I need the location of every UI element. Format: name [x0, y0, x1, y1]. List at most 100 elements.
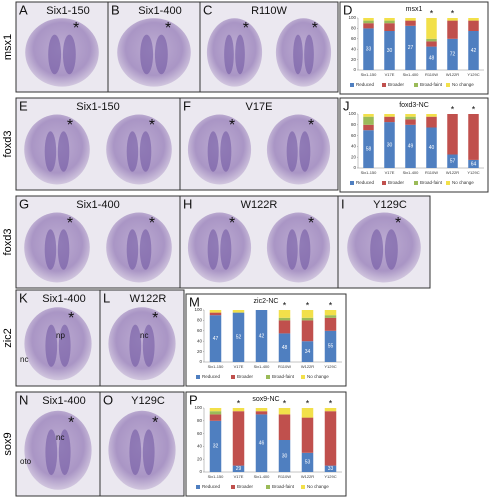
marker: * — [149, 117, 155, 134]
y-tick-label: 100 — [194, 307, 202, 312]
y-tick-label: 80 — [197, 318, 203, 323]
y-tick-label: 100 — [194, 405, 202, 410]
sample-size: 49 — [408, 144, 414, 150]
bar-segment — [278, 414, 291, 440]
panel-title: Y129C — [373, 199, 407, 211]
panel-letter: A — [19, 2, 28, 17]
x-tick-label: Y129C — [467, 72, 479, 77]
stain — [126, 229, 139, 270]
bar-segment — [468, 18, 479, 21]
panel-letter: F — [183, 98, 191, 113]
stain — [129, 324, 142, 367]
bar-segment — [468, 31, 479, 70]
stain — [235, 34, 245, 75]
marker: * — [312, 20, 318, 37]
stain — [299, 229, 311, 270]
stain — [140, 34, 154, 75]
sample-size: 29 — [236, 466, 242, 472]
legend-swatch — [350, 83, 354, 87]
embryo — [24, 114, 90, 185]
y-tick-label: 0 — [199, 359, 202, 364]
bar-segment — [468, 20, 479, 31]
bar-segment — [384, 20, 395, 24]
legend-swatch — [414, 83, 418, 87]
legend-label: Broad-faint — [272, 484, 295, 489]
chart-title: zic2-NC — [254, 298, 279, 305]
embryo — [108, 410, 176, 490]
y-tick-label: 40 — [197, 338, 203, 343]
panel-title: Six1-400 — [76, 199, 119, 211]
bar-segment — [232, 312, 245, 362]
legend-swatch — [196, 375, 200, 379]
panel-title: W122R — [241, 199, 278, 211]
bar-segment — [324, 315, 337, 318]
legend-label: No change — [452, 82, 474, 87]
bar-segment — [255, 310, 268, 362]
x-tick-label: W122R — [301, 364, 314, 369]
chart-title: msx1 — [406, 6, 423, 13]
y-tick-label: 60 — [351, 36, 357, 41]
legend-swatch — [446, 181, 450, 185]
embryo — [266, 114, 331, 185]
sample-size: 30 — [387, 48, 393, 54]
panel-title: V17E — [246, 101, 273, 113]
bar-segment — [301, 408, 314, 418]
bar-segment — [426, 41, 437, 47]
legend-swatch — [196, 485, 200, 489]
x-tick-label: V17E — [234, 364, 244, 369]
panel-letter: H — [183, 196, 192, 211]
bar-segment — [324, 411, 337, 466]
marker: * — [308, 117, 314, 134]
embryo — [187, 114, 252, 185]
stain — [58, 324, 71, 367]
panel-title: R110W — [251, 5, 287, 17]
sample-size: 72 — [450, 52, 456, 58]
bar-segment — [255, 414, 268, 472]
panel-letter: N — [19, 392, 28, 407]
legend-swatch — [414, 181, 418, 185]
x-tick-label: Six1-400 — [403, 170, 420, 175]
x-tick-label: Y129C — [324, 364, 336, 369]
gene-label: zic2 — [2, 328, 14, 348]
marker: * — [152, 310, 158, 327]
x-tick-label: Six1-150 — [361, 72, 378, 77]
y-tick-label: 40 — [197, 444, 203, 449]
bar-segment — [447, 38, 458, 70]
sample-size: 48 — [282, 345, 288, 351]
panel-letter: M — [189, 294, 200, 309]
panel-letter: J — [343, 98, 350, 113]
panel-letter: I — [341, 196, 345, 211]
y-tick-label: 60 — [197, 431, 203, 436]
legend-label: Reduced — [356, 180, 375, 185]
bar-segment — [324, 408, 337, 412]
x-tick-label: R110W — [278, 474, 291, 479]
marker: * — [229, 215, 235, 232]
legend-swatch — [301, 485, 305, 489]
bar-segment — [363, 18, 374, 21]
panel-letter: L — [103, 290, 110, 305]
annotation: nc — [20, 355, 28, 364]
significance: * — [329, 300, 333, 310]
marker: * — [229, 117, 235, 134]
stain — [299, 131, 311, 172]
x-tick-label: W122R — [446, 72, 459, 77]
embryo — [187, 212, 252, 283]
marker: * — [308, 215, 314, 232]
gene-label: foxd3 — [2, 229, 14, 256]
x-tick-label: R110W — [425, 72, 438, 77]
stain — [58, 429, 71, 476]
bar-segment — [209, 315, 222, 362]
stain — [139, 229, 152, 270]
x-tick-label: Six1-150 — [208, 364, 225, 369]
significance: * — [283, 300, 287, 310]
bar-segment — [363, 20, 374, 24]
legend-label: Broader — [388, 82, 405, 87]
stain — [45, 429, 58, 476]
x-tick-label: R110W — [425, 170, 438, 175]
bar-segment — [405, 119, 416, 125]
marker: * — [73, 20, 79, 37]
marker: * — [152, 414, 158, 431]
gene-label: sox9 — [2, 432, 14, 455]
y-tick-label: 80 — [351, 26, 357, 31]
sample-size: 52 — [236, 335, 242, 341]
